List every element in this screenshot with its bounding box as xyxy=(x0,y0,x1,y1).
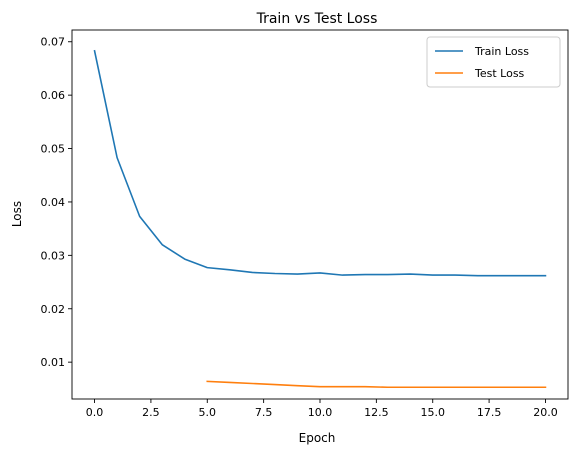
x-tick-label: 7.5 xyxy=(255,406,273,419)
x-tick-label: 10.0 xyxy=(308,406,333,419)
legend-label: Train Loss xyxy=(474,45,529,58)
x-tick-label: 20.0 xyxy=(533,406,558,419)
chart-title: Train vs Test Loss xyxy=(256,11,378,27)
legend-box xyxy=(426,36,561,88)
series-line-train-loss xyxy=(93,49,547,277)
legend-label: Test Loss xyxy=(474,67,525,80)
y-tick-label: 0.02 xyxy=(41,303,66,316)
x-tick-label: 0.0 xyxy=(86,406,104,419)
y-tick-label: 0.04 xyxy=(41,196,66,209)
y-tick-label: 0.05 xyxy=(41,143,66,156)
y-tick-label: 0.07 xyxy=(41,36,66,49)
x-tick-label: 2.5 xyxy=(142,406,160,419)
x-tick-label: 15.0 xyxy=(420,406,445,419)
x-tick-label: 12.5 xyxy=(364,406,389,419)
series-line-test-loss xyxy=(206,380,547,389)
legend: Train Loss Test Loss xyxy=(426,36,561,88)
x-axis-label: Epoch xyxy=(299,431,336,445)
x-axis: 0.0 2.5 5.0 7.5 10.0 12.5 15.0 17.5 20.0 xyxy=(86,399,558,419)
x-tick-label: 5.0 xyxy=(199,406,217,419)
y-axis-label: Loss xyxy=(10,201,24,227)
y-tick-label: 0.01 xyxy=(41,356,66,369)
y-tick-label: 0.06 xyxy=(41,89,66,102)
y-tick-label: 0.03 xyxy=(41,249,66,262)
x-tick-label: 17.5 xyxy=(477,406,502,419)
y-axis: 0.01 0.02 0.03 0.04 0.05 0.06 0.07 xyxy=(41,36,72,369)
